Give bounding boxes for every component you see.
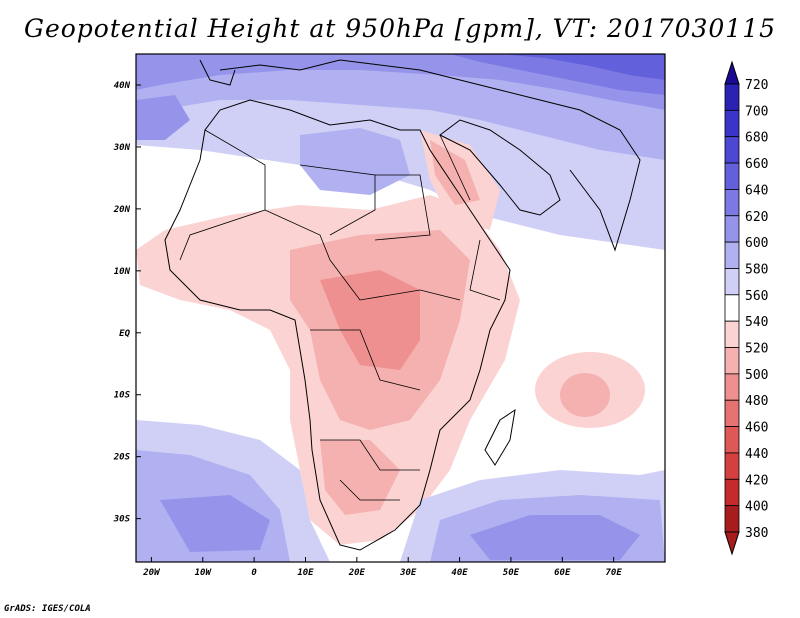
field-africa-480: [320, 270, 420, 370]
colorbar-segment: [724, 241, 740, 269]
colorbar: 720 700 680 660 640 620 600 580 560 540 520 500 480 4…: [724, 60, 768, 556]
y-tick-label: 30S: [113, 515, 131, 525]
colorbar-segment: [724, 162, 740, 190]
colorbar-bottom-arrow: [724, 531, 740, 556]
country-borders: [179, 129, 501, 501]
colorbar-label: 520: [745, 342, 768, 357]
x-tick-label: 70E: [606, 568, 623, 578]
colorbar-segment: [724, 452, 740, 480]
x-tick-label: 50E: [503, 568, 520, 578]
field-sahara-580: [300, 128, 410, 195]
colorbar-segment: [724, 268, 740, 296]
colorbar-segment: [724, 347, 740, 375]
x-axis: 20W 10W 0 10E 20E 30E 40E 50E 60E 70E: [142, 557, 622, 578]
colorbar-label: 680: [745, 131, 768, 146]
colorbar-label: 500: [745, 368, 768, 383]
field-southeast-600: [470, 515, 640, 560]
colorbar-segment: [724, 320, 740, 348]
y-tick-label: 40N: [114, 81, 131, 91]
colorbar-label: 480: [745, 394, 768, 409]
colorbar-segment: [724, 83, 740, 111]
colorbar-label: 600: [745, 236, 768, 251]
colorbar-segment: [724, 136, 740, 164]
colorbar-segment: [724, 294, 740, 322]
field-indian-500: [560, 373, 610, 417]
x-tick-label: 20E: [348, 568, 366, 578]
colorbar-segment: [724, 478, 740, 507]
colorbar-segment: [724, 505, 740, 533]
colorbar-label: 460: [745, 421, 768, 436]
coastlines: [164, 59, 641, 551]
x-tick-label: 20W: [142, 568, 161, 578]
y-axis: 40N 30N 20N 10N EQ 10S 20S 30S: [113, 81, 141, 525]
colorbar-segment: [724, 189, 740, 217]
map-frame: [135, 53, 666, 563]
colorbar-label: 640: [745, 183, 768, 198]
colorbar-segment: [724, 399, 740, 427]
x-tick-label: 10W: [195, 568, 213, 578]
colorbar-segment: [724, 215, 740, 243]
field-atlantic-600: [136, 95, 190, 140]
colorbar-label: 660: [745, 157, 768, 172]
height-field: [136, 54, 665, 562]
x-tick-label: 30E: [399, 568, 417, 578]
colorbar-label: 400: [745, 500, 768, 515]
colorbar-segment: [724, 373, 740, 401]
field-north-640: [500, 54, 665, 80]
field-south-500: [320, 440, 400, 515]
colorbar-label: 560: [745, 289, 768, 304]
y-tick-label: 20S: [113, 453, 131, 463]
y-tick-label: 20N: [113, 205, 131, 215]
colorbar-label: 540: [745, 315, 768, 330]
colorbar-label: 720: [745, 78, 768, 93]
x-tick-label: 10E: [297, 568, 314, 578]
colorbar-top-arrow: [724, 60, 740, 85]
chart-title: Geopotential Height at 950hPa [gpm], VT:…: [23, 14, 777, 43]
colorbar-label: 580: [745, 262, 768, 277]
colorbar-label: 700: [745, 104, 768, 119]
grads-credit: GrADS: IGES/COLA: [4, 604, 91, 614]
y-tick-label: 10N: [114, 267, 131, 277]
field-arabia-500: [430, 140, 480, 205]
x-tick-label: 0: [251, 568, 257, 578]
x-tick-label: 60E: [554, 568, 571, 578]
colorbar-label: 380: [745, 526, 768, 541]
colorbar-segment: [724, 426, 740, 454]
y-tick-label: EQ: [119, 329, 130, 339]
y-tick-label: 10S: [114, 391, 131, 401]
colorbar-label: 440: [745, 447, 768, 462]
x-tick-label: 40E: [451, 568, 468, 578]
colorbar-label: 620: [745, 210, 768, 225]
colorbar-segment: [724, 109, 740, 138]
y-tick-label: 30N: [113, 143, 131, 153]
field-southwest-600: [160, 495, 270, 552]
colorbar-label: 420: [745, 473, 768, 488]
